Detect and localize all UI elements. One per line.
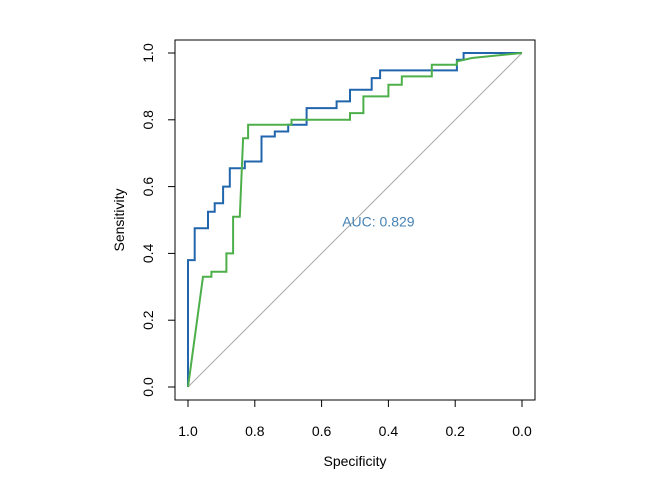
auc-annotation: AUC: 0.829 [342,214,415,230]
roc-curve-1 [187,52,522,387]
x-tick-label: 0.4 [379,423,399,439]
series-layer [187,52,523,388]
x-tick-label: 0.8 [245,423,265,439]
x-tick-label: 1.0 [178,423,198,439]
y-axis-title: Sensitivity [111,188,127,251]
x-tick-label: 0.2 [445,423,465,439]
reference-diagonal [187,52,523,388]
y-tick-label: 0.4 [140,243,156,263]
y-tick-label: 0.0 [140,377,156,397]
y-axis: 0.0 0.2 0.4 0.6 0.8 1.0 [140,43,176,397]
roc-curve-2 [187,52,523,388]
y-tick-label: 0.6 [140,177,156,197]
x-tick-label: 0.6 [312,423,332,439]
x-tick-label: 0.0 [512,423,532,439]
y-tick-label: 1.0 [140,43,156,63]
x-axis-title: Specificity [323,453,386,469]
x-axis: 1.0 0.8 0.6 0.4 0.2 0.0 [178,399,532,439]
y-tick-label: 0.8 [140,110,156,130]
y-tick-label: 0.2 [140,310,156,330]
